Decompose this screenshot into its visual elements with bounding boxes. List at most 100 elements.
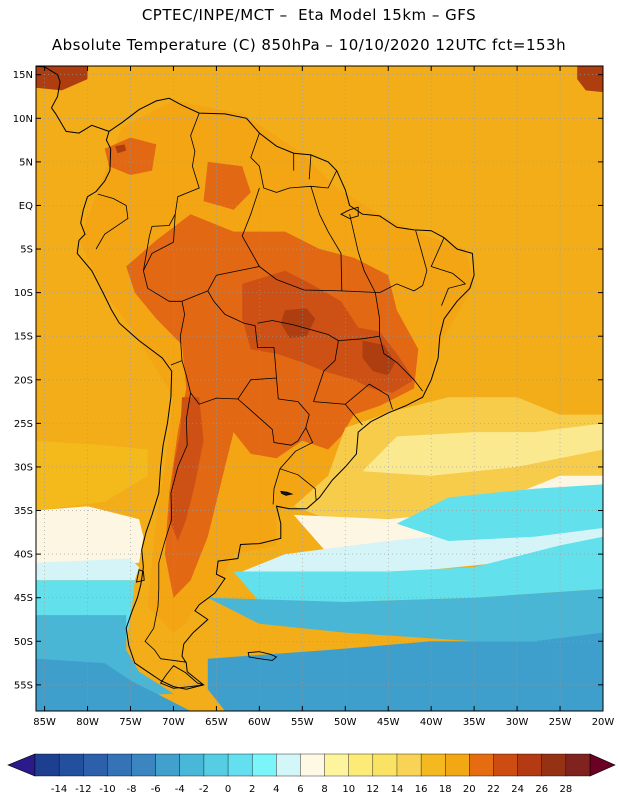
colorbar-swatch — [517, 753, 543, 777]
colorbar-tick-label: -6 — [151, 784, 161, 795]
lon-tick-label: 35W — [463, 717, 486, 728]
lat-tick-label: 20S — [14, 375, 33, 386]
colorbar-tick-label: 14 — [391, 784, 404, 795]
colorbar-tick-label: -2 — [199, 784, 209, 795]
country-border — [144, 392, 191, 663]
colorbar-right-arrow — [589, 753, 616, 777]
temperature-region-lightorange — [36, 440, 148, 511]
lat-tick-label: 50S — [14, 637, 33, 648]
lon-tick-label: 70W — [162, 717, 185, 728]
central-america-coastline — [36, 66, 110, 134]
lon-tick-label: 45W — [377, 717, 400, 728]
colorbar-swatch — [445, 753, 470, 777]
colorbar-left-arrow — [7, 753, 36, 777]
island-outline — [247, 651, 278, 661]
colorbar-tick-label: 8 — [321, 784, 327, 795]
temperature-region-darkest — [115, 144, 127, 154]
colorbar-tick-label: -14 — [51, 784, 67, 795]
temperature-region-darkest — [36, 66, 88, 91]
temperature-region-blue — [36, 658, 191, 711]
graticule — [36, 66, 603, 711]
country-border — [379, 230, 428, 293]
colorbar-swatch — [155, 753, 181, 777]
lon-tick-label: 65W — [205, 717, 228, 728]
country-border — [95, 193, 129, 250]
colorbar-tick-label: 24 — [511, 784, 524, 795]
lat-tick-label: 10N — [13, 114, 33, 125]
colorbar-tick-label: 2 — [249, 784, 255, 795]
country-border — [259, 266, 380, 293]
country-border — [181, 290, 279, 400]
colorbar-tick-label: 12 — [366, 784, 379, 795]
temperature-region-darkest — [362, 340, 396, 376]
colorbar-swatch — [348, 753, 374, 777]
colorbar-swatch — [324, 753, 350, 777]
temperature-region-lightcyan — [242, 501, 603, 576]
temperature-region-cyan — [396, 484, 603, 541]
map-title: CPTEC/INPE/MCT – Eta Model 15km – GFS — [141, 6, 477, 24]
temperature-field — [36, 66, 603, 711]
colorbar-tick-label: 4 — [273, 784, 279, 795]
lon-tick-label: 55W — [291, 717, 314, 728]
lat-tick-label: 10S — [14, 288, 33, 299]
temperature-region-blue — [345, 658, 449, 694]
colorbar-swatch — [541, 753, 567, 777]
country-border — [237, 398, 310, 446]
colorbar-tick-label: 16 — [415, 784, 428, 795]
country-border — [441, 283, 466, 306]
lon-tick-label: 85W — [33, 717, 56, 728]
lat-tick-label: 40S — [14, 550, 33, 561]
colorbar-swatch — [420, 753, 446, 777]
map-frame — [35, 65, 604, 712]
temperature-region-teal — [207, 589, 603, 642]
colorbar-swatch — [58, 753, 84, 777]
coastlines — [36, 66, 475, 690]
lon-tick-label: 40W — [420, 717, 443, 728]
country-border — [173, 112, 200, 243]
colorbar-swatch — [469, 753, 494, 777]
lon-tick-label: 60W — [248, 717, 271, 728]
colorbar-tick-label: 22 — [487, 784, 500, 795]
country-border — [143, 214, 176, 271]
colorbar-tick-label: 28 — [560, 784, 573, 795]
colorbar-tick-label: 6 — [297, 784, 303, 795]
lon-tick-label: 20W — [592, 717, 615, 728]
colorbar-swatch — [107, 753, 133, 777]
lat-tick-label: 25S — [14, 419, 33, 430]
colorbar-tick-label: -12 — [75, 784, 91, 795]
country-border — [310, 186, 343, 291]
country-border — [250, 132, 338, 193]
colorbar-swatch — [372, 753, 398, 777]
lat-tick-label: 15S — [14, 332, 33, 343]
colorbar-swatch — [396, 753, 422, 777]
colorbar-swatch — [300, 753, 326, 777]
colorbar-swatch — [565, 753, 591, 777]
colorbar-tick-label: 26 — [535, 784, 548, 795]
country-border — [272, 468, 281, 505]
lat-tick-label: 5S — [20, 245, 33, 256]
island-outline — [135, 569, 145, 583]
colorbar-legend: -14 -12 -10 -8 -6 -4 -2 0 2 4 6 8 10 12 14 16 18 20 22 24 26… — [7, 753, 616, 795]
country-border — [345, 383, 393, 410]
axis-ticks: 15N 10N 5N EQ 5S 10S 15S 20S 25S 30S 35S 40S 45S 50S 5… — [13, 66, 615, 728]
country-border — [142, 241, 186, 366]
country-border — [379, 336, 423, 392]
lat-tick-label: 45S — [14, 593, 33, 604]
country-border — [207, 187, 261, 292]
colorbar-swatch — [203, 753, 229, 777]
colorbar-tick-label: 0 — [225, 784, 231, 795]
lat-tick-label: 30S — [14, 462, 33, 473]
colorbar-tick-label: 18 — [439, 784, 452, 795]
lon-tick-label: 25W — [549, 717, 572, 728]
lon-tick-label: 75W — [119, 717, 142, 728]
lat-tick-label: 15N — [13, 70, 33, 81]
colorbar-tick-label: -4 — [175, 784, 185, 795]
colorbar-swatch — [227, 753, 253, 777]
lon-tick-label: 30W — [506, 717, 529, 728]
colorbar-tick-label: 20 — [463, 784, 476, 795]
south-america-coastline — [76, 97, 475, 690]
colorbar-tick-label: -8 — [127, 784, 137, 795]
temperature-region-lightcyan — [36, 558, 140, 581]
temperature-region-darker — [169, 397, 204, 541]
